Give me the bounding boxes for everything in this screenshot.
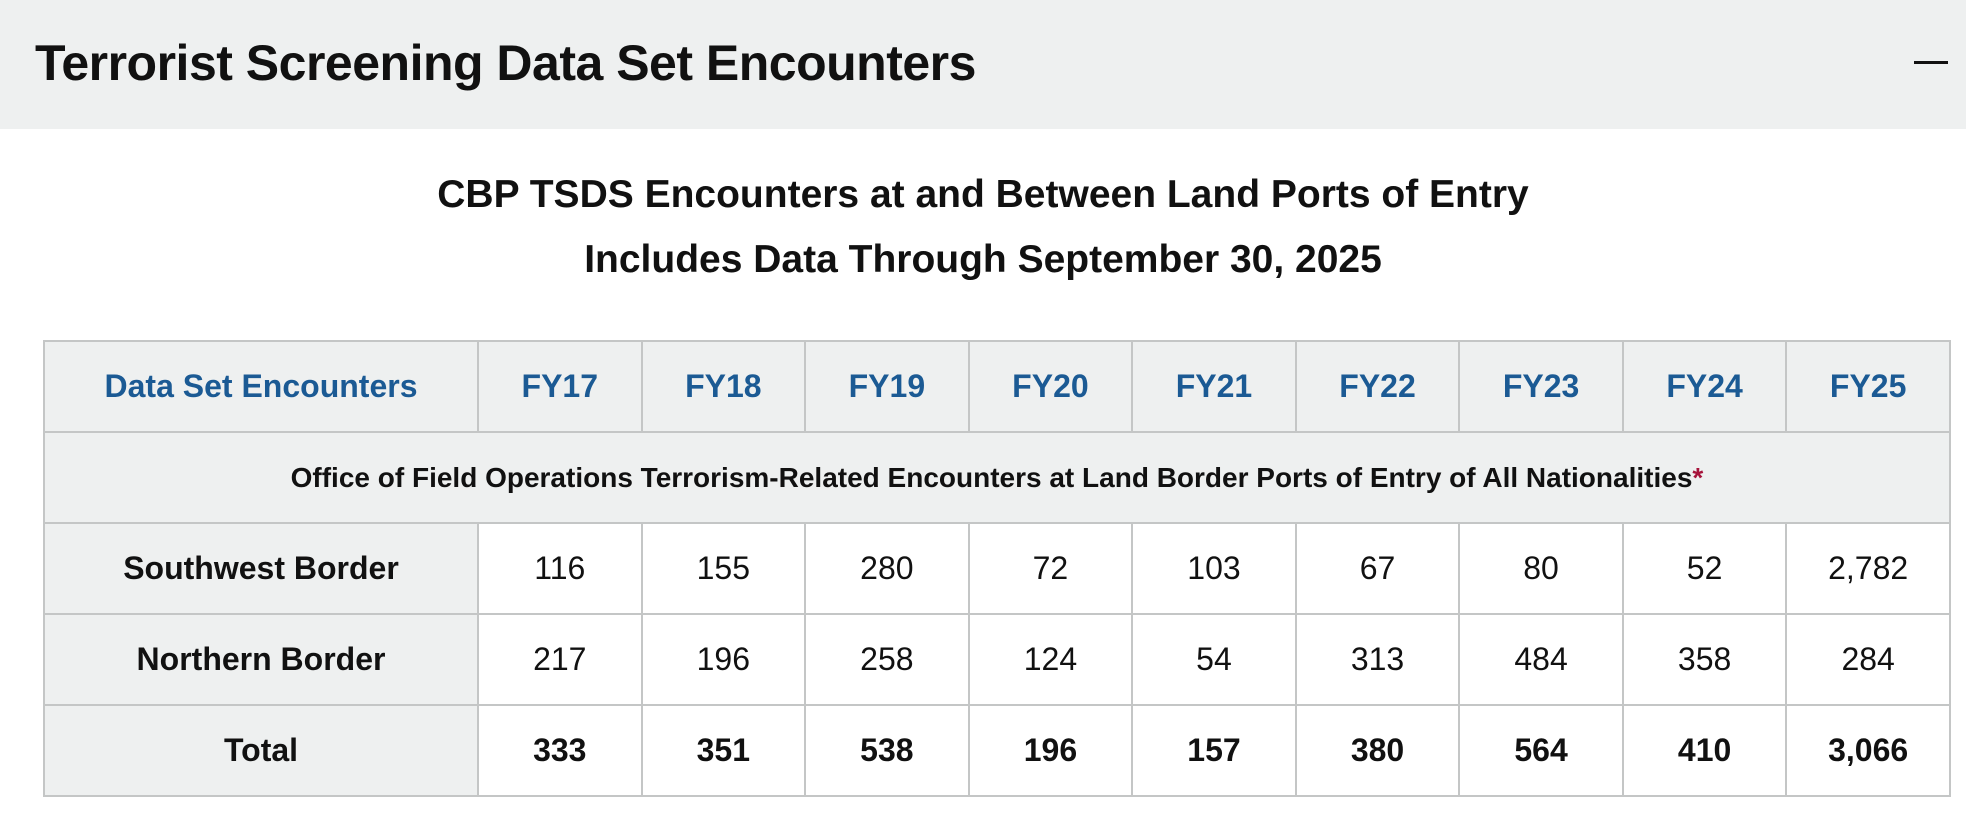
column-header: FY18 [640,340,807,433]
data-table: Data Set Encounters FY17 FY18 FY19 FY20 FY21 F… [43,340,1951,797]
cell: 196 [640,613,807,706]
note-text: Office of Field Operations Terrorism-Rel… [290,461,1693,493]
cell: 313 [1294,613,1461,706]
column-header: FY25 [1785,340,1951,433]
cell: 280 [804,522,970,615]
cell: 358 [1621,613,1788,706]
cell: 52 [1621,522,1788,615]
data-row: Total 333 351 538 196 157 380 564 410 3,066 [43,704,1951,797]
column-header: FY22 [1294,340,1461,433]
note-marker: * [1692,461,1704,493]
cell: 124 [967,613,1134,706]
column-header: FY19 [804,340,970,433]
column-header: FY21 [1131,340,1297,433]
cell: 80 [1458,522,1624,615]
table-subtitle: Includes Data Through September 30, 2025 [584,238,1382,281]
cell: 538 [804,704,970,797]
row-header: Southwest Border [43,522,479,615]
section-title: Terrorist Screening Data Set Encounters [35,35,976,91]
cell: 2,782 [1785,522,1951,615]
collapse-button[interactable] [1914,61,1948,64]
note-cell: Office of Field Operations Terrorism-Rel… [43,431,1951,524]
row-header: Northern Border [43,613,479,706]
column-header: FY23 [1458,340,1624,433]
cell: 116 [477,522,643,615]
cell: 155 [640,522,807,615]
data-row: Southwest Border 116 155 280 72 103 67 80 52 2,78… [43,522,1951,615]
column-header: FY17 [477,340,643,433]
cell: 67 [1294,522,1461,615]
header-row: Data Set Encounters FY17 FY18 FY19 FY20 FY21 F… [43,340,1951,433]
cell: 484 [1458,613,1624,706]
cell: 72 [967,522,1134,615]
data-row: Northern Border 217 196 258 124 54 313 484 358 28… [43,613,1951,706]
cell: 410 [1621,704,1788,797]
column-header: FY20 [967,340,1134,433]
cell: 258 [804,613,970,706]
cell: 284 [1785,613,1951,706]
cell: 196 [967,704,1134,797]
section-header: Terrorist Screening Data Set Encounters [0,0,1966,129]
cell: 380 [1294,704,1461,797]
cell: 217 [477,613,643,706]
cell: 3,066 [1785,704,1951,797]
cell: 103 [1131,522,1297,615]
cell: 333 [477,704,643,797]
cell: 564 [1458,704,1624,797]
table-title: CBP TSDS Encounters at and Between Land … [437,173,1529,216]
note-row: Office of Field Operations Terrorism-Rel… [43,431,1951,524]
row-header: Total [43,704,479,797]
column-header: FY24 [1621,340,1788,433]
cell: 157 [1131,704,1297,797]
column-header: Data Set Encounters [43,340,479,433]
cell: 54 [1131,613,1297,706]
cell: 351 [640,704,807,797]
